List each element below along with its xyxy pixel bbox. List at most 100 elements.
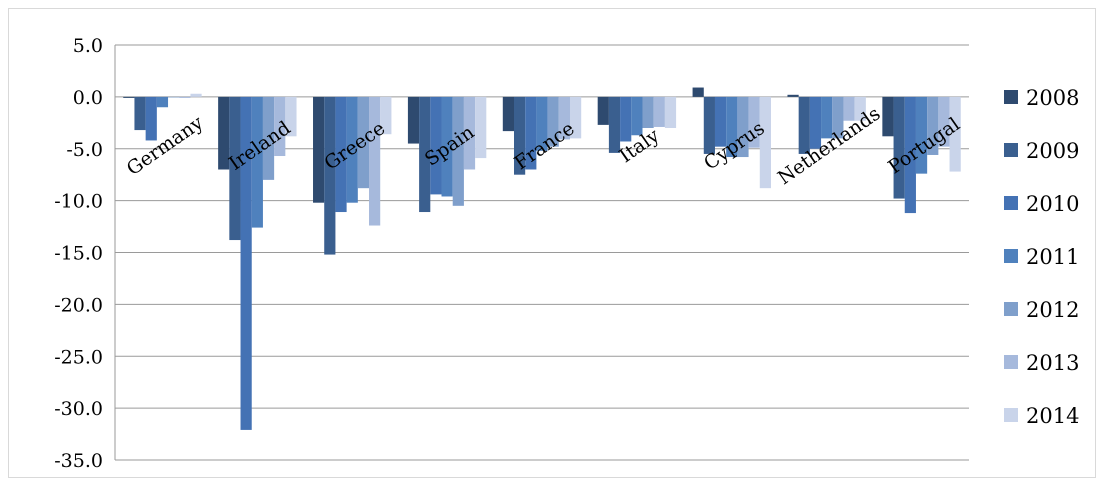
bar-cyprus-2014 (759, 96, 771, 189)
bar-netherlands-2008 (787, 94, 799, 97)
bar-italy-2008 (597, 96, 609, 125)
bar-netherlands-2009 (798, 96, 810, 154)
legend-label: 2008 (1026, 86, 1079, 110)
bar-cyprus-2013 (748, 96, 760, 148)
bar-ireland-2012 (262, 96, 275, 180)
bar-italy-2014 (664, 96, 677, 128)
bar-chart: 5.0 0.0 -5.0 -10.0 -15.0 -20.0 -25.0 -30.0 -35.0… (54, 35, 1079, 472)
legend-label: 2009 (1026, 139, 1079, 163)
bar-cyprus-2010 (714, 96, 727, 147)
bar-spain-2014 (475, 96, 487, 159)
bar-portugal-2009 (893, 96, 905, 199)
legend-swatch (1004, 196, 1018, 210)
bar-spain-2013 (463, 96, 476, 170)
bar-portugal-2013 (938, 96, 950, 147)
bar-greece-2013 (369, 96, 381, 226)
bar-italy-2011 (631, 96, 643, 136)
bar-cyprus-2009 (703, 96, 715, 154)
bar-group-ireland (218, 96, 297, 430)
bar-cyprus-2008 (692, 87, 704, 97)
bar-group-italy (597, 96, 677, 153)
bar-spain-2012 (452, 96, 464, 206)
bar-germany-2013 (179, 96, 191, 98)
bar-germany-2014 (190, 93, 202, 97)
bar-ireland-2013 (274, 96, 286, 157)
bar-portugal-2012 (927, 96, 939, 155)
y-tick-label: -20.0 (54, 294, 103, 316)
bar-netherlands-2010 (809, 96, 822, 149)
bar-group-netherlands (787, 94, 866, 154)
legend: 2008 2009 2010 2011 2012 2013 2014 (1004, 86, 1079, 428)
legend-label: 2013 (1026, 351, 1079, 375)
bars (123, 87, 961, 430)
bar-greece-2008 (313, 96, 325, 203)
bar-france-2009 (514, 96, 526, 175)
bar-greece-2014 (380, 96, 392, 135)
legend-label: 2010 (1026, 192, 1079, 216)
legend-label: 2012 (1026, 298, 1079, 322)
legend-item-2013: 2013 (1004, 351, 1079, 375)
bar-portugal-2011 (915, 96, 928, 174)
bar-ireland-2008 (218, 96, 230, 170)
legend-item-2012: 2012 (1004, 298, 1079, 322)
legend-swatch (1004, 249, 1018, 263)
legend-swatch (1004, 143, 1018, 157)
bar-italy-2012 (642, 96, 654, 128)
bar-netherlands-2012 (832, 96, 844, 139)
bar-germany-2009 (134, 96, 146, 131)
bar-spain-2010 (430, 96, 442, 195)
legend-swatch (1004, 355, 1018, 369)
bar-italy-2010 (620, 96, 632, 142)
bar-greece-2012 (357, 96, 370, 189)
y-tick-label: 5.0 (73, 35, 103, 57)
bar-spain-2009 (419, 96, 431, 213)
legend-swatch (1004, 90, 1018, 104)
bar-germany-2010 (145, 96, 157, 141)
bar-group-spain (407, 96, 487, 213)
bar-cyprus-2012 (737, 96, 749, 158)
y-tick-label: 0.0 (73, 87, 103, 109)
bar-italy-2013 (653, 96, 665, 127)
bar-group-germany (123, 93, 202, 141)
bar-netherlands-2011 (821, 96, 833, 139)
legend-item-2014: 2014 (1004, 404, 1079, 428)
bar-greece-2010 (335, 96, 347, 213)
y-tick-label: -15.0 (54, 243, 103, 265)
legend-item-2010: 2010 (1004, 192, 1079, 216)
legend-label: 2014 (1026, 404, 1079, 428)
bar-france-2011 (536, 96, 548, 151)
y-tick-label: -35.0 (54, 450, 103, 472)
bar-france-2014 (570, 96, 582, 139)
bar-cyprus-2011 (726, 96, 738, 158)
bar-group-cyprus (692, 87, 771, 189)
bar-group-portugal (882, 96, 961, 214)
bar-spain-2011 (441, 96, 453, 197)
bar-ireland-2014 (285, 96, 297, 137)
bar-france-2012 (547, 96, 559, 147)
bar-germany-2008 (123, 96, 135, 98)
bar-group-greece (313, 96, 392, 255)
chart-frame: 5.0 0.0 -5.0 -10.0 -15.0 -20.0 -25.0 -30.0 -35.0… (8, 8, 1096, 478)
legend-item-2009: 2009 (1004, 139, 1079, 163)
bar-ireland-2009 (229, 96, 241, 241)
bar-group-france (502, 96, 582, 175)
bar-netherlands-2013 (843, 96, 855, 121)
bar-germany-2012 (168, 96, 180, 98)
bar-portugal-2008 (882, 96, 894, 137)
y-tick-label: -25.0 (54, 346, 103, 368)
legend-swatch (1004, 408, 1018, 422)
bar-netherlands-2014 (854, 96, 866, 121)
legend-swatch (1004, 302, 1018, 316)
bar-ireland-2011 (251, 96, 263, 228)
y-axis: 5.0 0.0 -5.0 -10.0 -15.0 -20.0 -25.0 -30.0 -35.0 (54, 35, 116, 472)
bar-spain-2008 (407, 96, 420, 144)
legend-item-2008: 2008 (1004, 86, 1079, 110)
y-tick-label: -30.0 (54, 398, 103, 420)
legend-item-2011: 2011 (1004, 245, 1079, 269)
bar-ireland-2010 (240, 96, 252, 430)
bar-greece-2009 (324, 96, 336, 255)
bar-france-2013 (558, 96, 570, 140)
bar-portugal-2010 (904, 96, 916, 214)
bar-italy-2009 (608, 96, 621, 153)
bar-france-2010 (525, 96, 537, 170)
